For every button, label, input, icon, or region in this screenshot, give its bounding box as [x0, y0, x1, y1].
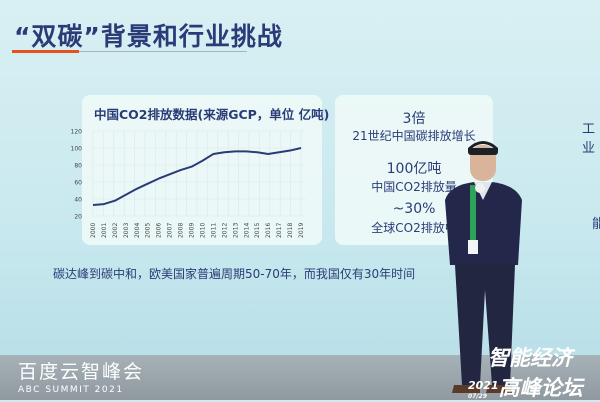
- edge-text: 能: [592, 213, 600, 232]
- x-tick-label: 2008: [178, 223, 185, 238]
- x-tick-label: 2014: [243, 223, 250, 238]
- x-tick-label: 2009: [189, 223, 196, 238]
- y-tick-label: 100: [71, 146, 83, 153]
- y-tick-label: 40: [74, 197, 82, 204]
- forum-year: 2021: [468, 380, 499, 391]
- x-tick-label: 2003: [123, 223, 130, 238]
- x-tick-label: 2017: [276, 223, 283, 238]
- stat-value: 3倍: [335, 108, 493, 128]
- forum-logo: 智能经济 2021 07/29 高峰论坛: [468, 342, 583, 402]
- x-tick-label: 2012: [221, 223, 228, 238]
- y-tick-label: 20: [74, 214, 82, 221]
- x-tick-label: 2013: [232, 223, 239, 238]
- x-tick-label: 2007: [167, 223, 174, 238]
- logo-en: ABC SUMMIT 2021: [18, 385, 144, 395]
- x-tick-label: 2005: [145, 223, 152, 238]
- x-tick-label: 2018: [287, 223, 294, 238]
- y-tick-label: 60: [74, 180, 82, 187]
- x-tick-label: 2019: [298, 223, 305, 238]
- x-tick-label: 2011: [210, 223, 217, 238]
- forum-date: 07/29: [468, 391, 499, 402]
- y-tick-label: 80: [74, 163, 82, 170]
- x-tick-label: 2002: [112, 223, 119, 238]
- y-tick-label: 120: [71, 129, 83, 136]
- x-tick-label: 2001: [101, 223, 108, 238]
- logo-cn: 百度云智峰会: [18, 357, 144, 384]
- x-tick-label: 2010: [199, 223, 206, 238]
- slide-note: 碳达峰到碳中和，欧美国家普遍周期50-70年，而我国仅有30年时间: [53, 265, 415, 282]
- x-tick-label: 2000: [90, 223, 97, 238]
- chart-title: 中国CO2排放数据(来源GCP，单位 亿吨): [94, 104, 329, 123]
- edge-text: 工业: [582, 118, 600, 156]
- x-tick-label: 2015: [254, 223, 261, 238]
- forum-logo-line1: 智能经济: [488, 342, 583, 372]
- x-tick-label: 2016: [265, 223, 272, 238]
- forum-logo-line2: 高峰论坛: [499, 372, 583, 402]
- abc-summit-logo: 百度云智峰会 ABC SUMMIT 2021: [18, 357, 144, 395]
- x-tick-label: 2004: [134, 223, 141, 238]
- x-tick-label: 2006: [156, 223, 163, 238]
